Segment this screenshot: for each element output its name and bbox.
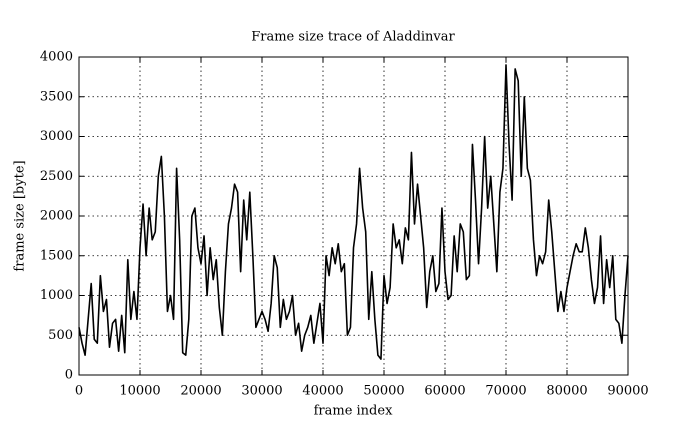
x-tick-label: 50000 bbox=[363, 384, 404, 399]
y-axis-label: frame size [byte] bbox=[13, 160, 28, 271]
y-tick-label: 1500 bbox=[40, 248, 73, 263]
x-tick-label: 90000 bbox=[607, 384, 648, 399]
x-tick-label: 60000 bbox=[424, 384, 465, 399]
y-tick-label: 4000 bbox=[40, 50, 73, 65]
chart-title: Frame size trace of Aladdinvar bbox=[251, 30, 455, 45]
y-tick-label: 0 bbox=[65, 368, 73, 383]
y-tick-label: 2500 bbox=[40, 169, 73, 184]
x-axis-label: frame index bbox=[314, 404, 393, 419]
y-tick-label: 3500 bbox=[40, 89, 73, 104]
y-tick-label: 1000 bbox=[40, 288, 73, 303]
x-tick-label: 80000 bbox=[546, 384, 587, 399]
y-tick-label: 3000 bbox=[40, 129, 73, 144]
data-line bbox=[78, 64, 629, 360]
y-tick-label: 2000 bbox=[40, 209, 73, 224]
y-tick-label: 500 bbox=[48, 328, 73, 343]
x-tick-label: 0 bbox=[75, 384, 83, 399]
x-tick-label: 20000 bbox=[180, 384, 221, 399]
x-tick-label: 70000 bbox=[485, 384, 526, 399]
plot-frame bbox=[78, 56, 629, 376]
x-tick-label: 40000 bbox=[302, 384, 343, 399]
x-tick-label: 30000 bbox=[241, 384, 282, 399]
x-tick-label: 10000 bbox=[119, 384, 160, 399]
